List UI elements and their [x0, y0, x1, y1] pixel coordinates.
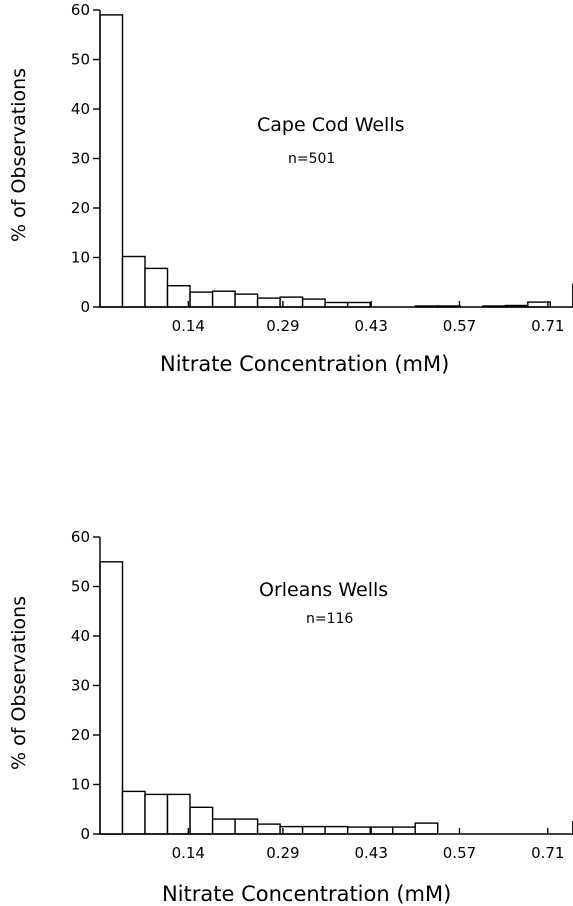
sample-size-label: n=501	[288, 151, 335, 167]
histogram-bar	[303, 299, 326, 307]
x-tick-label: 0.43	[354, 317, 387, 335]
x-tick-label: 0.43	[354, 844, 387, 862]
x-axis-label: Nitrate Concentration (mM)	[160, 352, 449, 376]
histogram-bar	[100, 562, 123, 834]
x-tick-label: 0.29	[266, 844, 299, 862]
histogram-bar	[303, 827, 326, 834]
histogram-bar	[123, 791, 146, 834]
histogram-bar	[348, 827, 371, 834]
y-tick-label: 50	[71, 51, 90, 69]
y-tick-label: 50	[71, 578, 90, 596]
y-tick-label: 10	[71, 249, 90, 267]
x-tick-label: 0.71	[531, 317, 564, 335]
y-tick-label: 40	[71, 100, 90, 118]
chart-annotation: Cape Cod Wells	[257, 114, 405, 136]
histogram-bar	[325, 827, 348, 834]
y-tick-label: 0	[80, 298, 90, 316]
histogram-bar	[145, 794, 168, 834]
chart-panel-cape-cod: 0 10 20 30 40 50 60 0.14 0.29 0.43 0.57 0.71 % of O…	[0, 0, 573, 420]
histogram-bar	[528, 302, 551, 307]
histogram-bar	[235, 294, 258, 307]
y-tick-label: 60	[71, 1, 90, 19]
x-tick-label: 0.57	[443, 317, 476, 335]
y-tick-label: 20	[71, 199, 90, 217]
sample-size-label: n=116	[306, 611, 353, 627]
histogram-bar	[168, 286, 191, 307]
histogram-bar	[393, 827, 416, 834]
histogram-bar	[258, 298, 281, 307]
histogram-bar	[123, 257, 146, 308]
x-tick-label: 0.71	[531, 844, 564, 862]
chart-annotation: Orleans Wells	[259, 579, 388, 601]
y-tick-label: 10	[71, 776, 90, 794]
histogram-bar	[258, 824, 281, 834]
chart-panel-orleans: 0 10 20 30 40 50 60 0.14 0.29 0.43 0.57 0.71 % of O…	[0, 480, 573, 900]
x-tick-label: 0.14	[172, 317, 205, 335]
x-tick-label: 0.57	[443, 844, 476, 862]
y-tick-label: 60	[71, 528, 90, 546]
y-tick-label: 30	[71, 150, 90, 168]
y-tick-label: 30	[71, 677, 90, 695]
x-tick-label: 0.14	[172, 844, 205, 862]
histogram-bar	[213, 291, 236, 307]
y-axis-label: % of Observations	[8, 68, 30, 242]
histogram-bar	[145, 268, 168, 307]
x-axis-label: Nitrate Concentration (mM)	[162, 882, 451, 906]
histogram-bar	[370, 827, 393, 834]
histogram-bar	[168, 794, 191, 834]
y-tick-label: 0	[80, 825, 90, 843]
histogram-bar	[235, 819, 258, 834]
x-tick-label: 0.29	[266, 317, 299, 335]
y-tick-label: 40	[71, 627, 90, 645]
y-axis-label: % of Observations	[8, 596, 30, 770]
y-tick-label: 20	[71, 726, 90, 744]
histogram-bar	[190, 807, 213, 834]
histogram-bar	[213, 819, 236, 834]
histogram-bar	[415, 823, 438, 834]
histogram-orleans: 0 10 20 30 40 50 60 0.14 0.29 0.43 0.57 0.71	[0, 480, 573, 900]
histogram-bar	[190, 292, 213, 307]
histogram-bar	[100, 15, 123, 307]
